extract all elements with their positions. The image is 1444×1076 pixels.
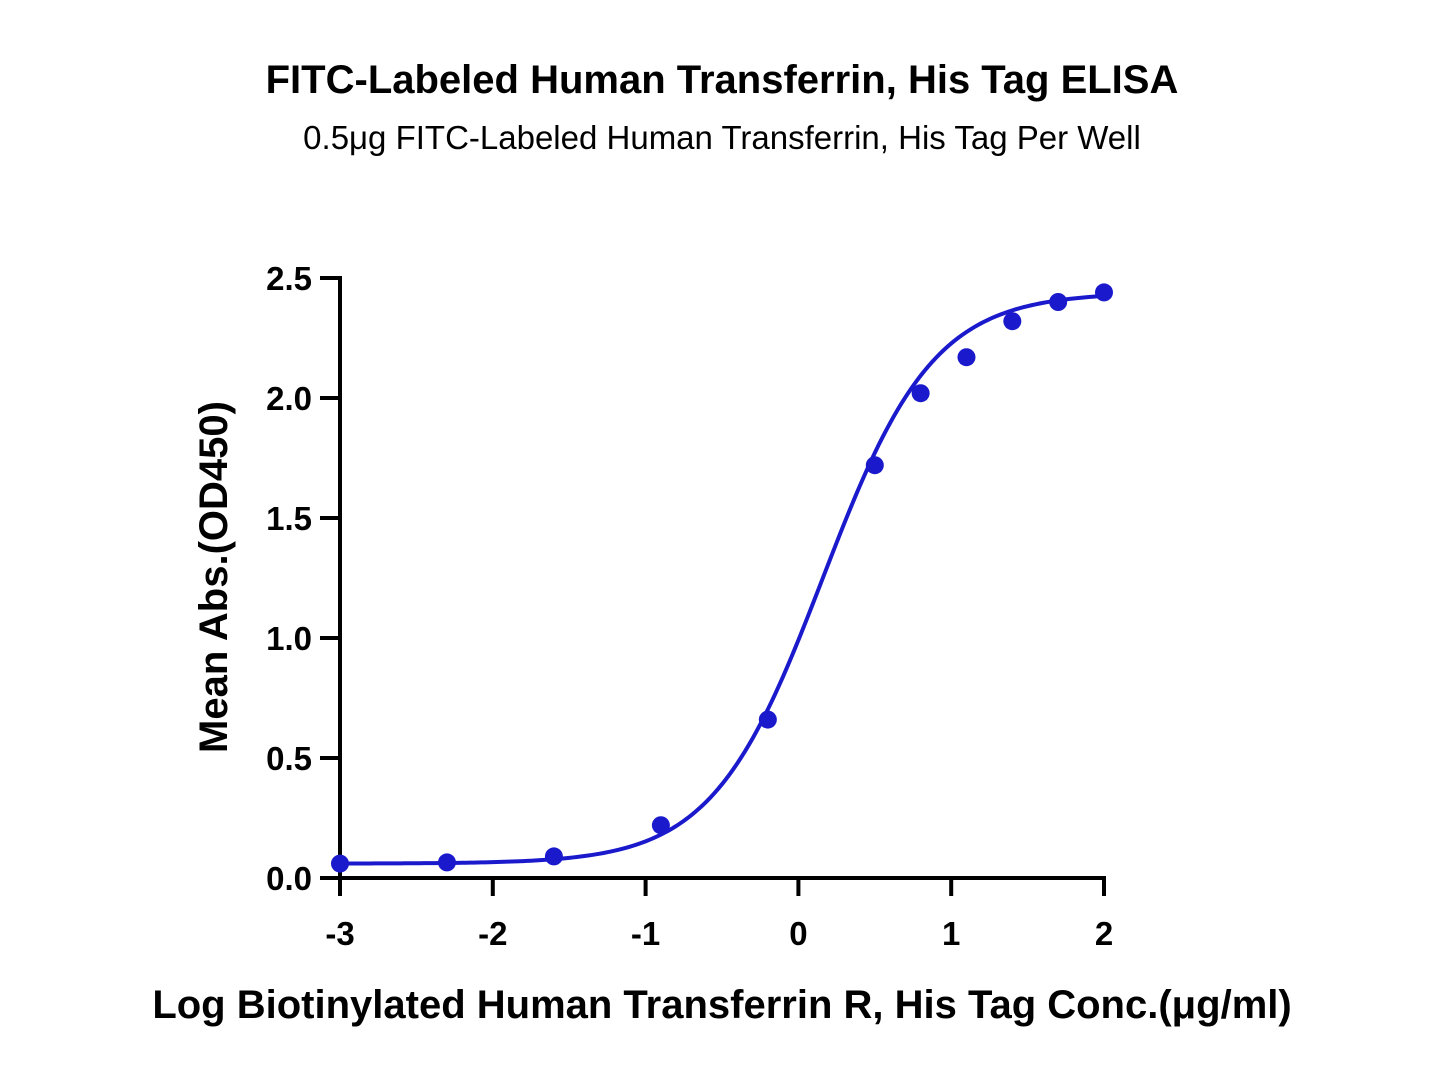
data-point [957, 348, 976, 367]
data-point [758, 710, 777, 729]
data-point [1003, 312, 1022, 331]
data-point [911, 384, 930, 403]
data-point [651, 816, 670, 835]
y-tick-label: 1.0 [266, 620, 312, 657]
chart-subtitle: 0.5μg FITC-Labeled Human Transferrin, Hi… [303, 119, 1141, 156]
y-tick-label: 0.5 [266, 740, 312, 777]
data-point [865, 456, 884, 475]
fit-curve [339, 293, 1105, 866]
y-tick-label: 2.5 [266, 260, 312, 297]
x-tick-label: -3 [325, 915, 354, 952]
data-points [331, 283, 1113, 873]
y-tick-label: 2.0 [266, 380, 312, 417]
x-tick-label: -2 [478, 915, 507, 952]
data-point [1095, 283, 1113, 302]
x-tick-label: 2 [1095, 915, 1113, 952]
x-tick-label: 0 [789, 915, 807, 952]
data-point [544, 847, 563, 866]
x-tick-label: 1 [942, 915, 960, 952]
x-axis-label: Log Biotinylated Human Transferrin R, Hi… [152, 983, 1291, 1027]
y-tick-label: 0.0 [266, 860, 312, 897]
data-point [1049, 293, 1068, 311]
axes: 0.0 0.5 1.0 1.5 2.0 2.5 -3 -2 -1 0 1 2 [266, 260, 1113, 952]
data-point [331, 854, 349, 873]
y-tick-label: 1.5 [266, 500, 312, 537]
x-tick-label: -1 [631, 915, 660, 952]
fit-curve-layer [339, 293, 1105, 866]
y-axis-label: Mean Abs.(OD450) [192, 401, 236, 753]
data-point [437, 853, 456, 872]
chart-title: FITC-Labeled Human Transferrin, His Tag … [266, 58, 1179, 102]
